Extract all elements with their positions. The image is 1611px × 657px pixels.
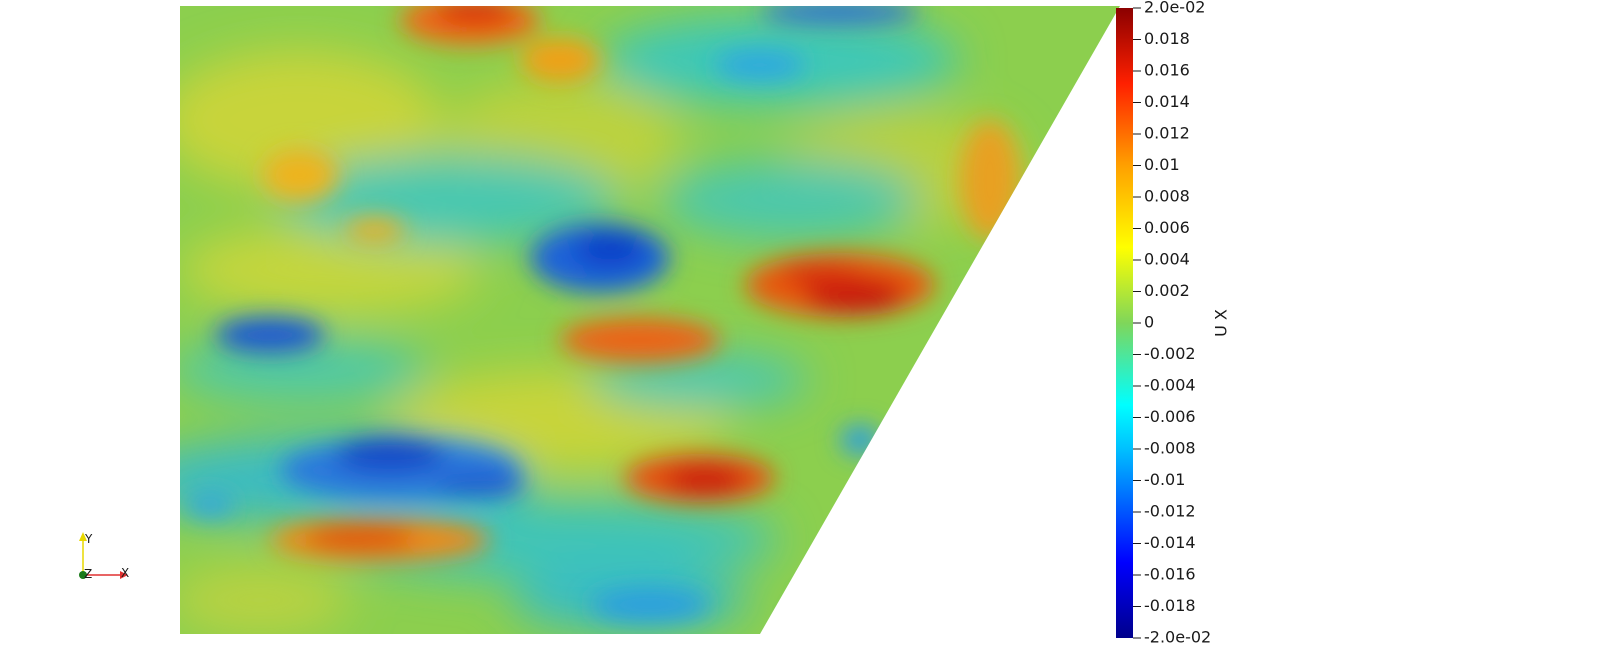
scalar-bar-tick-label: -0.018 xyxy=(1144,596,1196,615)
scalar-bar-gradient xyxy=(1116,8,1133,638)
scalar-bar-tick-label: 0.004 xyxy=(1144,250,1190,269)
z-axis-label: Z xyxy=(84,567,92,581)
scalar-bar-tick-label: 2.0e-02 xyxy=(1144,0,1205,17)
scalar-bar-tick-label: -0.01 xyxy=(1144,470,1185,489)
scalar-bar-tick-label: -0.014 xyxy=(1144,533,1196,552)
orientation-axes[interactable]: X Y Z xyxy=(79,532,129,581)
scalar-bar-tick-label: 0.018 xyxy=(1144,29,1190,48)
x-axis-label: X xyxy=(121,566,129,580)
scalar-bar-tick-label: 0 xyxy=(1144,313,1154,332)
scalar-bar-title: U X xyxy=(1212,309,1231,337)
scalar-bar-tick-label: -0.004 xyxy=(1144,376,1196,395)
scalar-bar-tick-label: -0.002 xyxy=(1144,344,1196,363)
scalar-bar-tick-label: -0.016 xyxy=(1144,565,1196,584)
scalar-bar-tick-label: 0.01 xyxy=(1144,155,1180,174)
y-axis-label: Y xyxy=(84,532,93,546)
scalar-bar: 2.0e-02 0.018 0.016 0.014 0.012 0.01 0.008 0.00… xyxy=(1116,0,1231,647)
scalar-bar-tick-label: -0.012 xyxy=(1144,502,1196,521)
scalar-bar-tick-label: -0.008 xyxy=(1144,439,1196,458)
scalar-bar-tick-label: 0.012 xyxy=(1144,124,1190,143)
scalar-field-domain xyxy=(130,0,1130,640)
scalar-bar-tick-label: -2.0e-02 xyxy=(1144,628,1211,647)
scalar-bar-ticks: 2.0e-02 0.018 0.016 0.014 0.012 0.01 0.008 0.00… xyxy=(1133,0,1211,647)
scalar-bar-tick-label: 0.008 xyxy=(1144,187,1190,206)
scalar-bar-tick-label: 0.016 xyxy=(1144,61,1190,80)
scalar-bar-tick-label: 0.014 xyxy=(1144,92,1190,111)
scalar-bar-tick-label: 0.002 xyxy=(1144,281,1190,300)
scalar-bar-tick-label: 0.006 xyxy=(1144,218,1190,237)
scalar-bar-tick-label: -0.006 xyxy=(1144,407,1196,426)
